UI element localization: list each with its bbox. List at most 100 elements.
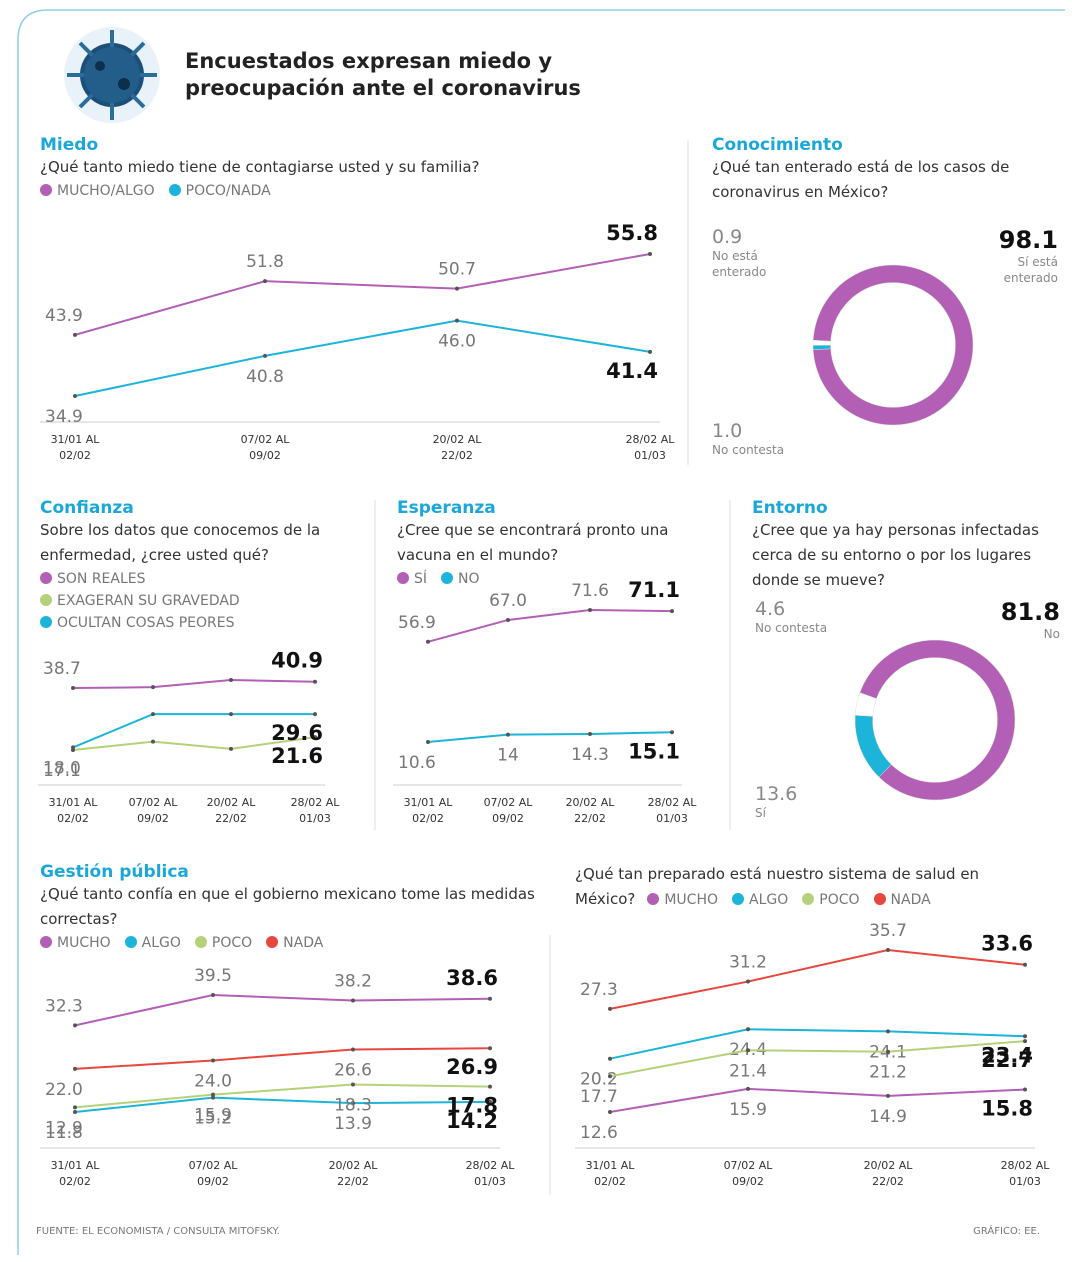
virus-icon	[64, 27, 160, 123]
point	[608, 1006, 612, 1011]
value-label: 35.7	[869, 921, 907, 941]
series-line	[609, 1028, 1026, 1060]
donut-slice	[854, 714, 892, 778]
point	[608, 1074, 612, 1079]
panel-title: Esperanza	[397, 498, 496, 518]
panel-title: Entorno	[752, 498, 828, 518]
point	[746, 1086, 750, 1091]
legend-swatch	[40, 616, 52, 628]
point	[488, 1084, 492, 1089]
legend-item: NO	[441, 571, 480, 587]
point	[746, 979, 750, 984]
legend: MUCHO/ALGO POCO/NADA	[40, 180, 660, 202]
value-label: 32.3	[45, 996, 83, 1016]
legend-item: POCO/NADA	[168, 183, 271, 199]
value-label: 56.9	[398, 613, 436, 633]
legend-swatch	[40, 594, 52, 606]
value-label: 46.0	[438, 332, 476, 352]
point	[670, 609, 674, 614]
legend-label: SON REALES	[57, 571, 146, 587]
donut-value: 1.0	[712, 420, 743, 442]
series-line	[609, 1087, 1026, 1113]
value-label: 26.9	[446, 1055, 498, 1079]
point	[71, 745, 75, 750]
legend-label: ALGO	[749, 892, 789, 908]
point	[1023, 962, 1027, 967]
point	[151, 685, 155, 690]
panel-subtitle: ¿Qué tanto confía en que el gobierno mex…	[40, 885, 535, 928]
point	[229, 712, 233, 717]
legend-label: NADA	[890, 892, 931, 908]
value-label: 10.6	[398, 753, 436, 773]
legend-item: MUCHO	[647, 892, 718, 908]
panel-text: Conocimiento ¿Qué tan enterado está de lo…	[712, 135, 1052, 205]
value-label: 21.6	[271, 744, 323, 768]
x-tick-label: 07/02 AL 09/02	[240, 433, 290, 462]
panel-text: Entorno ¿Cree que ya hay personas infecta…	[752, 498, 1067, 593]
panel-subtitle: ¿Cree que se encontrará pronto una vacun…	[397, 521, 669, 564]
value-label: 38.2	[334, 971, 372, 991]
legend-item: NADA	[873, 892, 931, 908]
point	[73, 1110, 77, 1114]
point	[211, 1092, 215, 1097]
value-label: 40.9	[271, 649, 323, 673]
point	[506, 617, 510, 622]
value-label: 11.8	[45, 1123, 83, 1143]
legend-item: POCO	[194, 935, 252, 951]
main-title: Encuestados expresan miedo y preocupació…	[185, 49, 581, 100]
x-tick-label: 31/01 AL 02/02	[403, 796, 453, 825]
value-label: 18.0	[43, 758, 81, 778]
point	[506, 732, 510, 737]
x-tick-label: 20/02 AL 22/02	[432, 433, 482, 462]
point	[211, 1095, 215, 1100]
value-label: 50.7	[438, 260, 476, 280]
donut-label: 13.6 Sí	[755, 783, 855, 821]
legend: SÍ NO	[397, 568, 707, 590]
panel-subtitle: ¿Qué tan preparado está nuestro sistema …	[575, 865, 980, 908]
credit: GRÁFICO: EE.	[973, 1226, 1040, 1237]
donut-category: Sí	[755, 806, 766, 820]
legend-label: ALGO	[141, 935, 181, 951]
value-label: 41.4	[606, 359, 658, 383]
legend-swatch	[124, 936, 137, 948]
value-label: 18.3	[334, 1096, 372, 1116]
donut-label: 98.1 Sí está enterado	[970, 226, 1058, 286]
point	[73, 332, 77, 337]
legend-item: EXAGERAN SU GRAVEDAD	[40, 590, 346, 612]
value-label: 21.4	[729, 1061, 767, 1081]
donut-label: 81.8 No	[970, 598, 1060, 642]
legend-swatch	[168, 184, 181, 196]
point	[73, 1023, 77, 1028]
legend-label: SÍ	[414, 571, 428, 587]
x-tick-label: 20/02 AL 22/02	[565, 796, 615, 825]
panel-title: Gestión pública	[40, 862, 189, 882]
x-tick-label: 28/02 AL 01/03	[290, 796, 340, 825]
legend-label: MUCHO/ALGO	[57, 183, 155, 199]
x-tick-label: 07/02 AL 09/02	[723, 1159, 773, 1188]
donut-value: 81.8	[1000, 598, 1060, 626]
panel-text: Confianza Sobre los datos que conocemos d…	[40, 498, 360, 634]
legend-item: ALGO	[732, 892, 788, 908]
legend-item: SON REALES	[40, 568, 346, 590]
value-label: 14.2	[446, 1109, 498, 1133]
point	[588, 608, 592, 612]
value-label: 12.9	[45, 1118, 83, 1138]
point	[351, 1047, 355, 1052]
legend-swatch	[194, 936, 207, 948]
x-tick-label: 28/02 AL 01/03	[625, 433, 675, 462]
point	[229, 746, 233, 751]
x-tick-label: 28/02 AL 01/03	[1000, 1159, 1050, 1188]
donut-category: No está enterado	[712, 249, 767, 279]
series-line	[74, 319, 651, 397]
series-line	[72, 678, 316, 690]
series-line	[74, 1083, 491, 1109]
legend: SON REALES EXAGERAN SU GRAVEDAD OCULTAN CO…	[40, 568, 360, 634]
value-label: 14	[497, 746, 519, 766]
point	[73, 1066, 77, 1071]
donut-category: No	[1043, 627, 1060, 641]
x-tick-label: 31/01 AL 02/02	[48, 796, 98, 825]
point	[211, 1058, 215, 1063]
legend-swatch	[397, 572, 409, 584]
value-label: 15.9	[729, 1100, 767, 1120]
